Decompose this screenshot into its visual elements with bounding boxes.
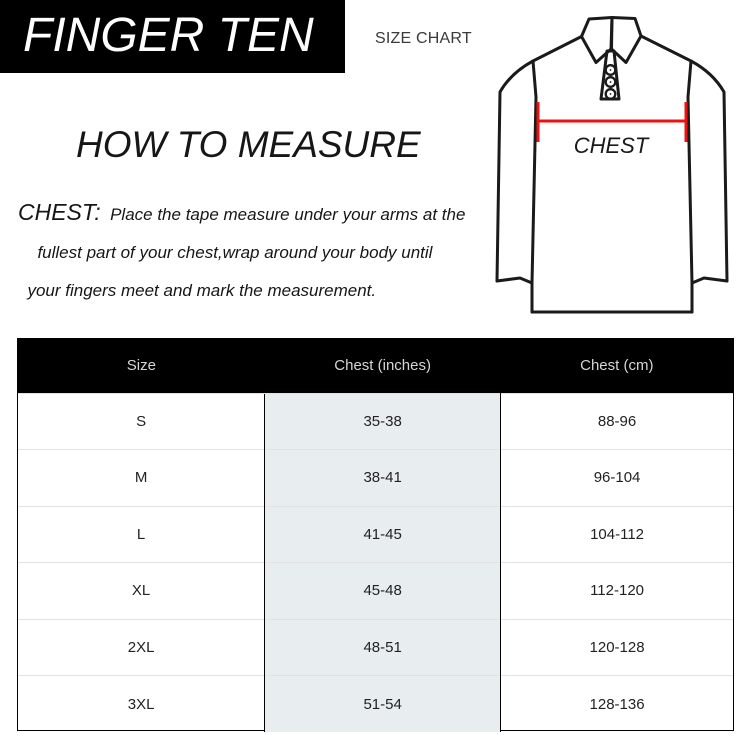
svg-text:CHEST: CHEST [574, 133, 650, 158]
